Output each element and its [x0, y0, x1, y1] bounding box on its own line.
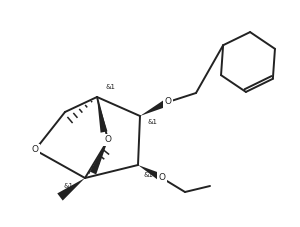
Polygon shape [140, 99, 170, 116]
Text: &1: &1 [143, 172, 153, 178]
Text: O: O [104, 136, 112, 145]
Text: O: O [32, 146, 38, 155]
Text: O: O [164, 98, 172, 106]
Polygon shape [57, 178, 85, 201]
Text: O: O [158, 173, 166, 183]
Polygon shape [97, 97, 107, 133]
Polygon shape [138, 165, 164, 182]
Polygon shape [90, 140, 108, 174]
Text: &1: &1 [63, 183, 73, 189]
Text: &1: &1 [106, 84, 116, 90]
Text: &1: &1 [148, 119, 158, 125]
